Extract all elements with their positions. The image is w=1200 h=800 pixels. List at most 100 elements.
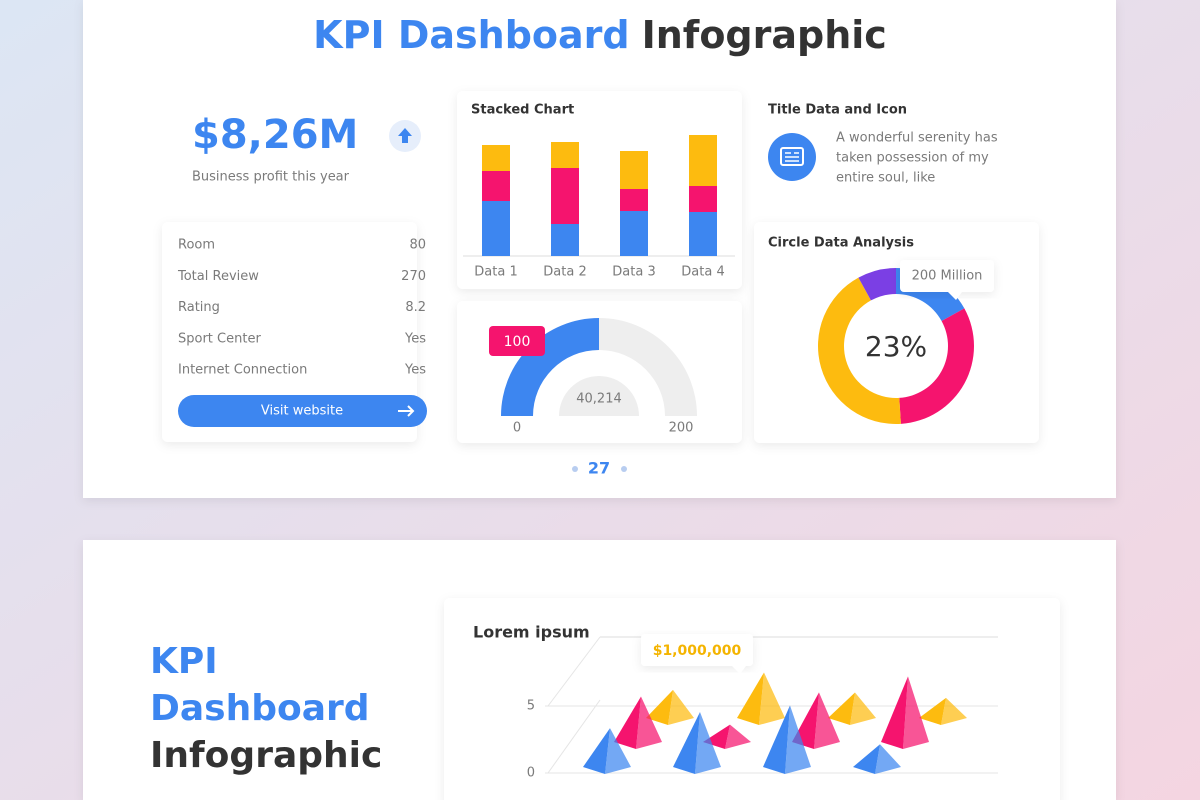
page-dot: [621, 466, 627, 472]
pyramid: [881, 676, 929, 749]
pyramid: [614, 696, 662, 749]
pyramid: [583, 728, 631, 774]
details-card: [162, 222, 417, 442]
pyramid: [853, 744, 901, 774]
row-value: Yes: [404, 363, 426, 378]
pyramid: [919, 697, 967, 725]
icon-glyph: [785, 152, 799, 162]
value-callout: [489, 326, 545, 356]
row-value: 8.2: [405, 300, 426, 315]
pyramid-face: [646, 689, 673, 725]
pyramid: [673, 712, 721, 774]
pyramid-face: [759, 672, 785, 725]
gauge-center: 40,214: [576, 392, 622, 407]
callout-box: [641, 634, 753, 666]
pyramid-face: [919, 697, 946, 725]
slide-title: KPI Dashboard Infographic: [313, 13, 887, 57]
up-arrow: [398, 128, 412, 143]
bar-segment: [551, 168, 579, 224]
info-text: taken possession of my: [836, 151, 989, 166]
gauge-tick-label: 0: [513, 421, 521, 436]
gauge-fill: [501, 318, 599, 416]
gauge-tick-label: 200: [669, 421, 694, 436]
value-label: 100: [504, 334, 531, 350]
x-tick-label: Data 3: [612, 265, 655, 280]
kpi-value: $8,26M: [192, 112, 358, 158]
bar-segment: [482, 171, 510, 201]
chart-title: Stacked Chart: [471, 103, 574, 118]
bar-segment: [689, 135, 717, 186]
bar-segment: [689, 212, 717, 256]
info-heading: Title Data and Icon: [768, 103, 907, 118]
pyramid-face: [668, 689, 694, 725]
slide2-title: KPI: [150, 641, 218, 682]
gauge-track: [599, 318, 697, 416]
x-tick-label: Data 2: [543, 265, 586, 280]
info-text: A wonderful serenity has: [836, 131, 998, 146]
pyramid-face: [614, 696, 641, 749]
pyramid: [737, 672, 785, 725]
pyramid-face: [850, 692, 876, 725]
bar-segment: [482, 145, 510, 171]
row-value: Yes: [404, 331, 426, 346]
pyramid-face: [695, 712, 721, 774]
donut-segment: [858, 268, 896, 301]
pyramid-face: [673, 712, 700, 774]
frame-line: [547, 636, 601, 707]
callout-tail: [732, 666, 746, 674]
page-number: 27: [588, 459, 610, 478]
pyramid-face: [814, 692, 840, 749]
details-table: Room 80 Total Review 270 Rating 8.2 Sport Cent…: [177, 238, 426, 378]
row-label: Room: [178, 238, 215, 253]
pyramid-face: [828, 692, 855, 725]
bar-segment: [620, 151, 648, 189]
donut-segment: [899, 308, 975, 424]
bar-segment: [620, 189, 648, 211]
donut-segment: [818, 277, 901, 424]
row-label: Total Review: [177, 269, 259, 284]
bar-segment: [620, 211, 648, 256]
pyramid: [763, 705, 811, 774]
pyramid-face: [903, 676, 929, 749]
pyramid-face: [636, 696, 662, 749]
x-tick-label: Data 1: [474, 265, 517, 280]
pyramid-face: [583, 728, 610, 774]
bar-segment: [482, 201, 510, 256]
icon-glyph: [780, 147, 804, 166]
pyramid-face: [725, 724, 751, 749]
row-label: Internet Connection: [178, 363, 307, 378]
row-value: 270: [401, 269, 426, 284]
bar-segment: [689, 186, 717, 212]
pyramid-face: [881, 676, 908, 749]
visit-button[interactable]: [178, 395, 427, 427]
callout-box: [900, 260, 994, 292]
pyramid-face: [875, 744, 901, 774]
slide2-title: Dashboard: [150, 688, 370, 729]
pyramid-face: [853, 744, 880, 774]
bar-segment: [551, 142, 579, 168]
page-dot: [572, 466, 578, 472]
kpi-caption: Business profit this year: [192, 170, 350, 185]
row-label: Sport Center: [178, 331, 261, 346]
pyramid-face: [941, 697, 967, 725]
donut-center: 23%: [865, 330, 927, 363]
frame-line: [547, 699, 601, 774]
button-arrow[interactable]: [398, 405, 415, 417]
chart-title: Circle Data Analysis: [768, 236, 914, 251]
title-rest: Infographic: [642, 13, 887, 57]
pyramid-face: [763, 705, 790, 774]
stacked-card: [457, 91, 742, 289]
row-label: Rating: [178, 300, 220, 315]
pyramid-face: [605, 728, 631, 774]
pyramid: [828, 692, 876, 725]
slide2-title: Infographic: [150, 735, 382, 776]
x-tick-label: Data 4: [681, 265, 724, 280]
button-label[interactable]: Visit website: [261, 404, 343, 419]
callout-label: 200 Million: [912, 269, 983, 284]
bar-segment: [551, 224, 579, 256]
y-tick-label: 0: [527, 766, 535, 781]
pyramid-face: [737, 672, 764, 725]
chart-title: Lorem ipsum: [473, 623, 590, 642]
